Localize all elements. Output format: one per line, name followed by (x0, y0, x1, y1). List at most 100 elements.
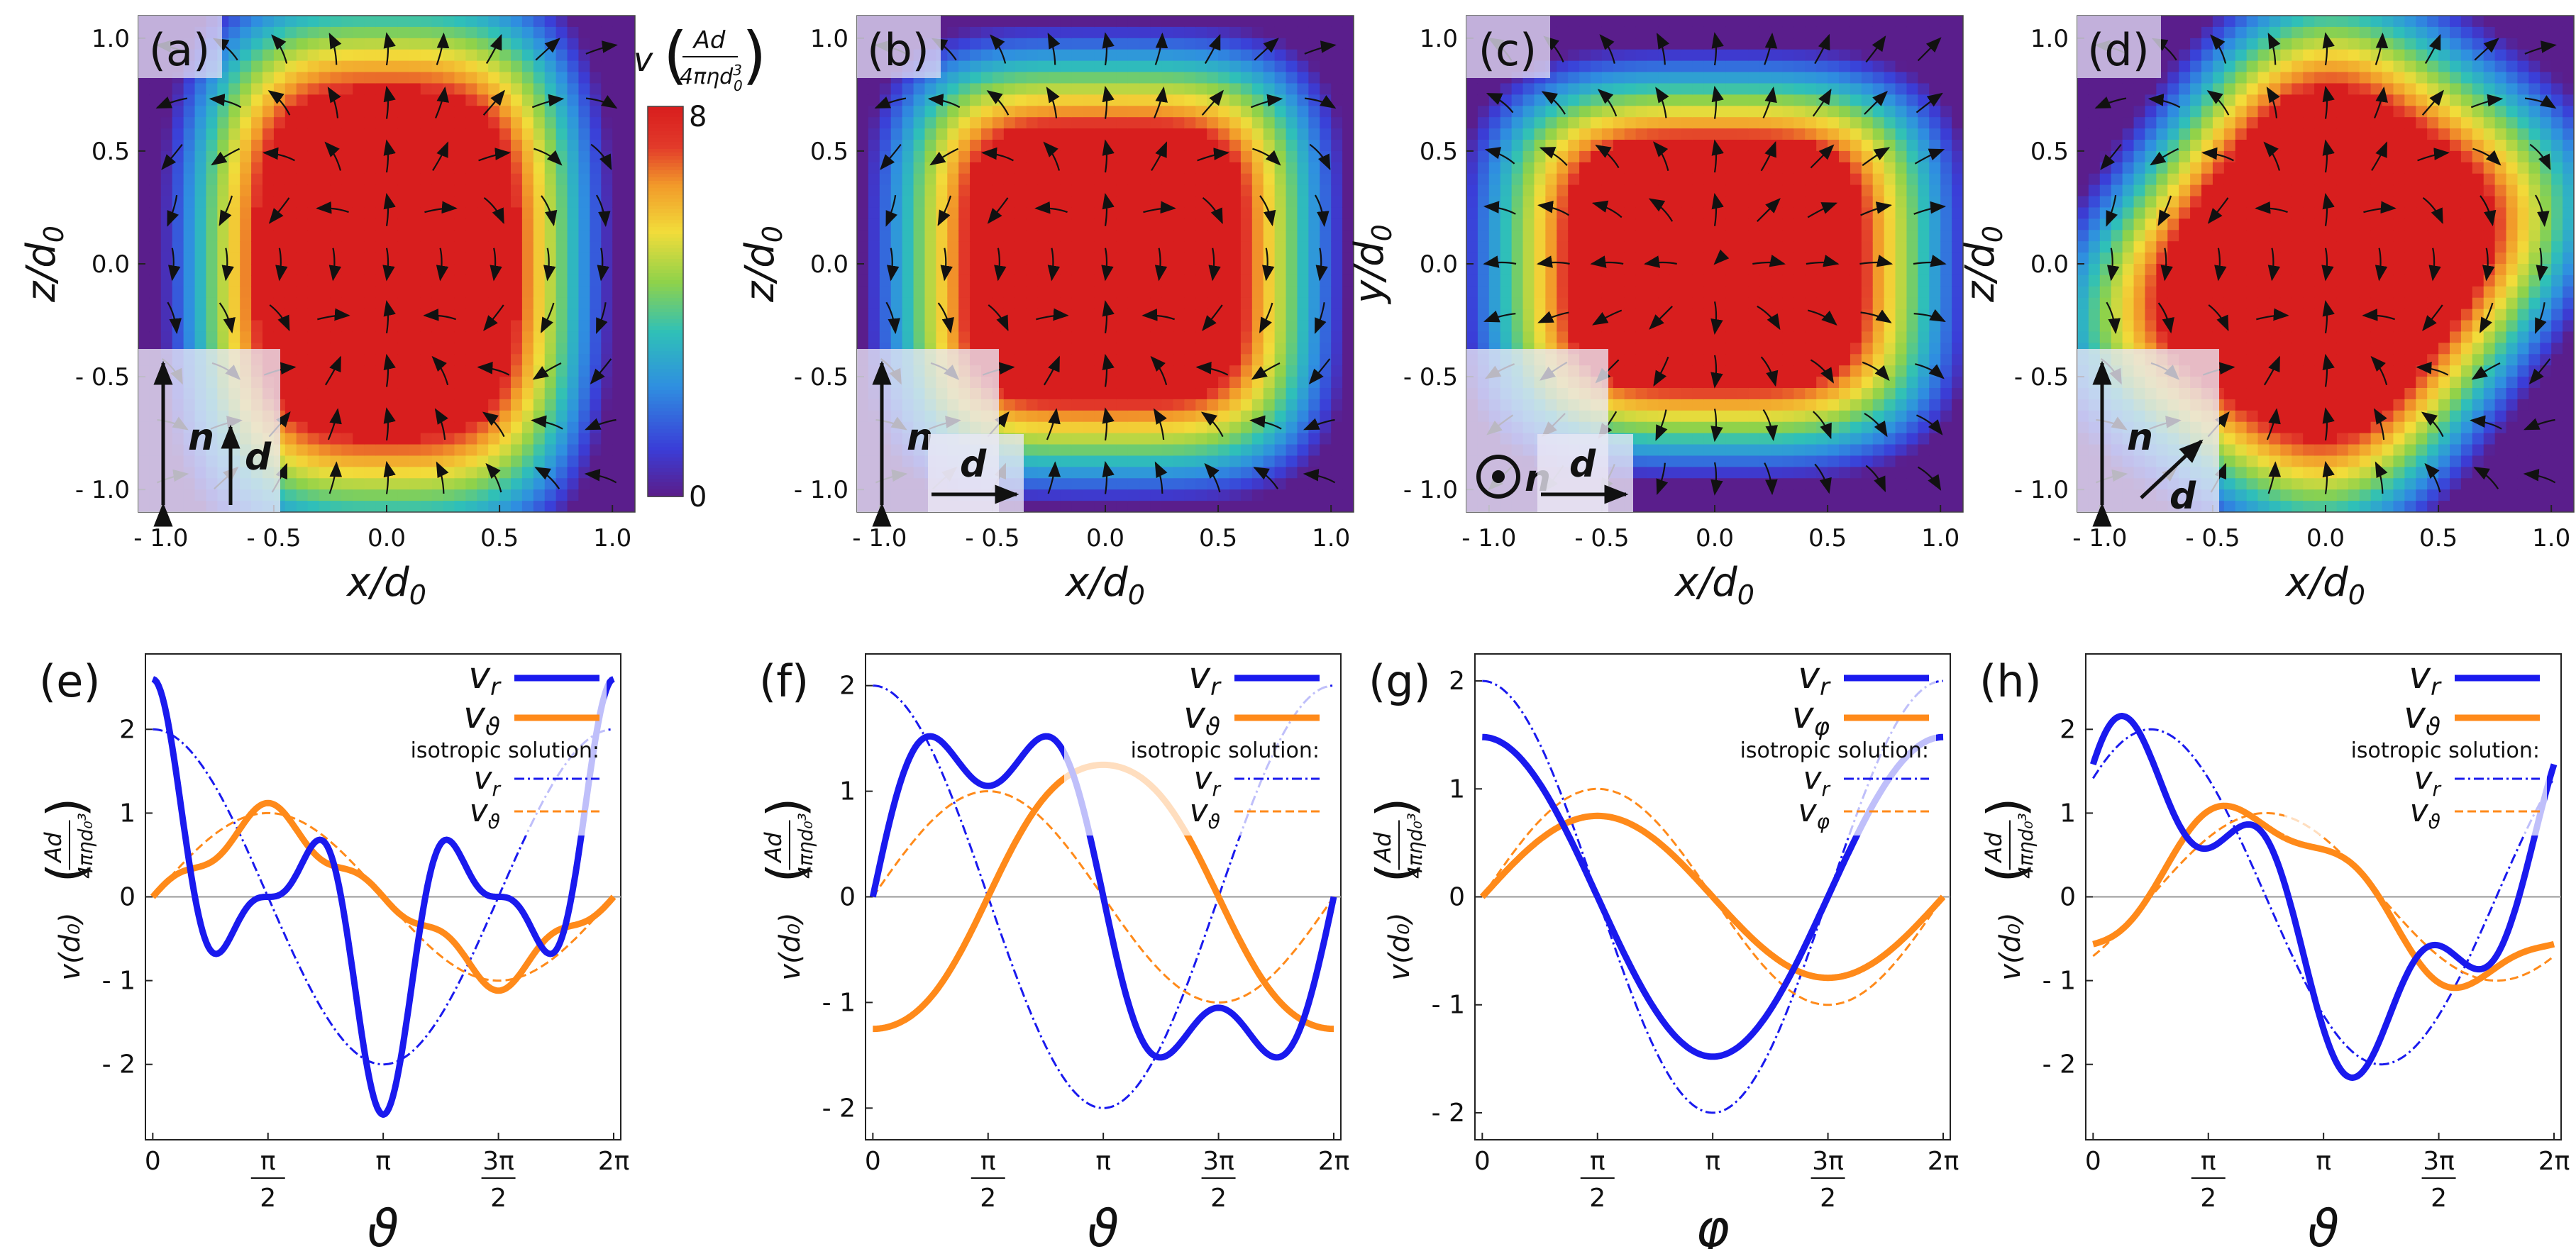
heatmap-cell (499, 320, 512, 333)
heatmap-cell (1240, 320, 1253, 333)
heatmap-cell (1049, 320, 1061, 333)
heatmap-cell (533, 501, 546, 512)
heatmap-cell (183, 117, 196, 129)
heatmap-cell (1681, 218, 1693, 231)
heatmap-cell (228, 264, 241, 276)
heatmap-cell (194, 173, 207, 186)
heatmap-cell (1161, 241, 1174, 253)
heatmap-cell (1669, 106, 1682, 118)
heatmap-cell (1195, 377, 1207, 389)
heatmap-cell (465, 230, 478, 242)
heatmap-cell (1003, 241, 1016, 253)
heatmap-cell (1320, 455, 1332, 468)
heatmap-cell (477, 173, 489, 186)
heatmap-cell (1681, 184, 1693, 197)
heatmap-cell (992, 196, 1005, 209)
heatmap-cell (1601, 241, 1614, 253)
heatmap-cell (284, 128, 297, 140)
heatmap-cell (1195, 207, 1207, 220)
heatmap-cell (465, 241, 478, 253)
heatmap-cell (465, 26, 478, 39)
heatmap-cell (981, 72, 993, 84)
heatmap-cell (1681, 72, 1693, 84)
heatmap-cell (1331, 421, 1343, 434)
heatmap-cell (958, 16, 971, 28)
heatmap-cell (1331, 94, 1343, 107)
heatmap-cell (1049, 377, 1061, 389)
heatmap-cell (1669, 83, 1682, 96)
heatmap-cell (913, 309, 926, 321)
heatmap-cell (375, 241, 387, 253)
heatmap-cell (1647, 467, 1659, 479)
heatmap-cell (1669, 444, 1682, 457)
heatmap-cell (1240, 264, 1253, 276)
heatmap-cell (1568, 297, 1580, 310)
heatmap-cell (454, 241, 467, 253)
heatmap-cell (567, 230, 580, 242)
heatmap-cell (251, 106, 263, 118)
heatmap-cell (251, 196, 263, 209)
heatmap-cell (240, 297, 252, 310)
heatmap-cell (936, 320, 949, 333)
heatmap-cell (1105, 83, 1117, 96)
heatmap-cell (273, 128, 286, 140)
heatmap-cell (555, 444, 568, 457)
heatmap-cell (206, 140, 219, 152)
heatmap-cell (1049, 60, 1061, 73)
heatmap-cell (533, 297, 546, 310)
heatmap-cell (1161, 230, 1174, 242)
heatmap-cell (857, 309, 869, 321)
heatmap-cell (1195, 128, 1207, 140)
heatmap-cell (624, 94, 635, 107)
heatmap-cell (420, 286, 433, 299)
heatmap-cell (319, 433, 331, 445)
heatmap-cell (1094, 388, 1106, 400)
heatmap-cell (1060, 444, 1073, 457)
heatmap-cell (1681, 128, 1693, 140)
heatmap-cell (1286, 16, 1298, 28)
heatmap-cell (499, 106, 512, 118)
heatmap-cell (1308, 478, 1321, 490)
heatmap-cell (1522, 150, 1535, 163)
heatmap-cell (307, 274, 320, 287)
heatmap-cell (1624, 162, 1637, 174)
heatmap-cell (612, 94, 624, 107)
heatmap-cell (149, 117, 162, 129)
heatmap-cell (1320, 173, 1332, 186)
heatmap-cell (544, 489, 557, 501)
heatmap-cell (488, 343, 500, 355)
heatmap-cell (138, 94, 150, 107)
heatmap-cell (1116, 365, 1129, 377)
heatmap-cell (149, 252, 162, 265)
heatmap-cell (240, 184, 252, 197)
heatmap-cell (397, 286, 410, 299)
heatmap-cell (857, 274, 869, 287)
heatmap-cell (1342, 16, 1354, 28)
heatmap-cell (375, 309, 387, 321)
heatmap-cell (1015, 377, 1027, 389)
heatmap-cell (1624, 388, 1637, 400)
heatmap-cell (1105, 173, 1117, 186)
heatmap-cell (1026, 252, 1039, 265)
heatmap-cell (1094, 60, 1106, 73)
heatmap-cell (217, 297, 230, 310)
heatmap-cell (1613, 331, 1625, 344)
heatmap-cell (420, 117, 433, 129)
heatmap-cell (555, 162, 568, 174)
heatmap-cell (397, 274, 410, 287)
heatmap-cell (149, 309, 162, 321)
heatmap-cell (228, 150, 241, 163)
heatmap-cell (194, 252, 207, 265)
heatmap-cell (590, 343, 602, 355)
heatmap-cell (172, 274, 184, 287)
heatmap-cell (1274, 478, 1287, 490)
heatmap-cell (443, 286, 455, 299)
heatmap-cell (578, 286, 591, 299)
heatmap-cell (1320, 388, 1332, 400)
heatmap-cell (1251, 150, 1264, 163)
heatmap-cell (364, 501, 376, 512)
heatmap-cell (1195, 184, 1207, 197)
heatmap-cell (387, 72, 399, 84)
heatmap-cell (273, 331, 286, 344)
heatmap-cell (1308, 140, 1321, 152)
